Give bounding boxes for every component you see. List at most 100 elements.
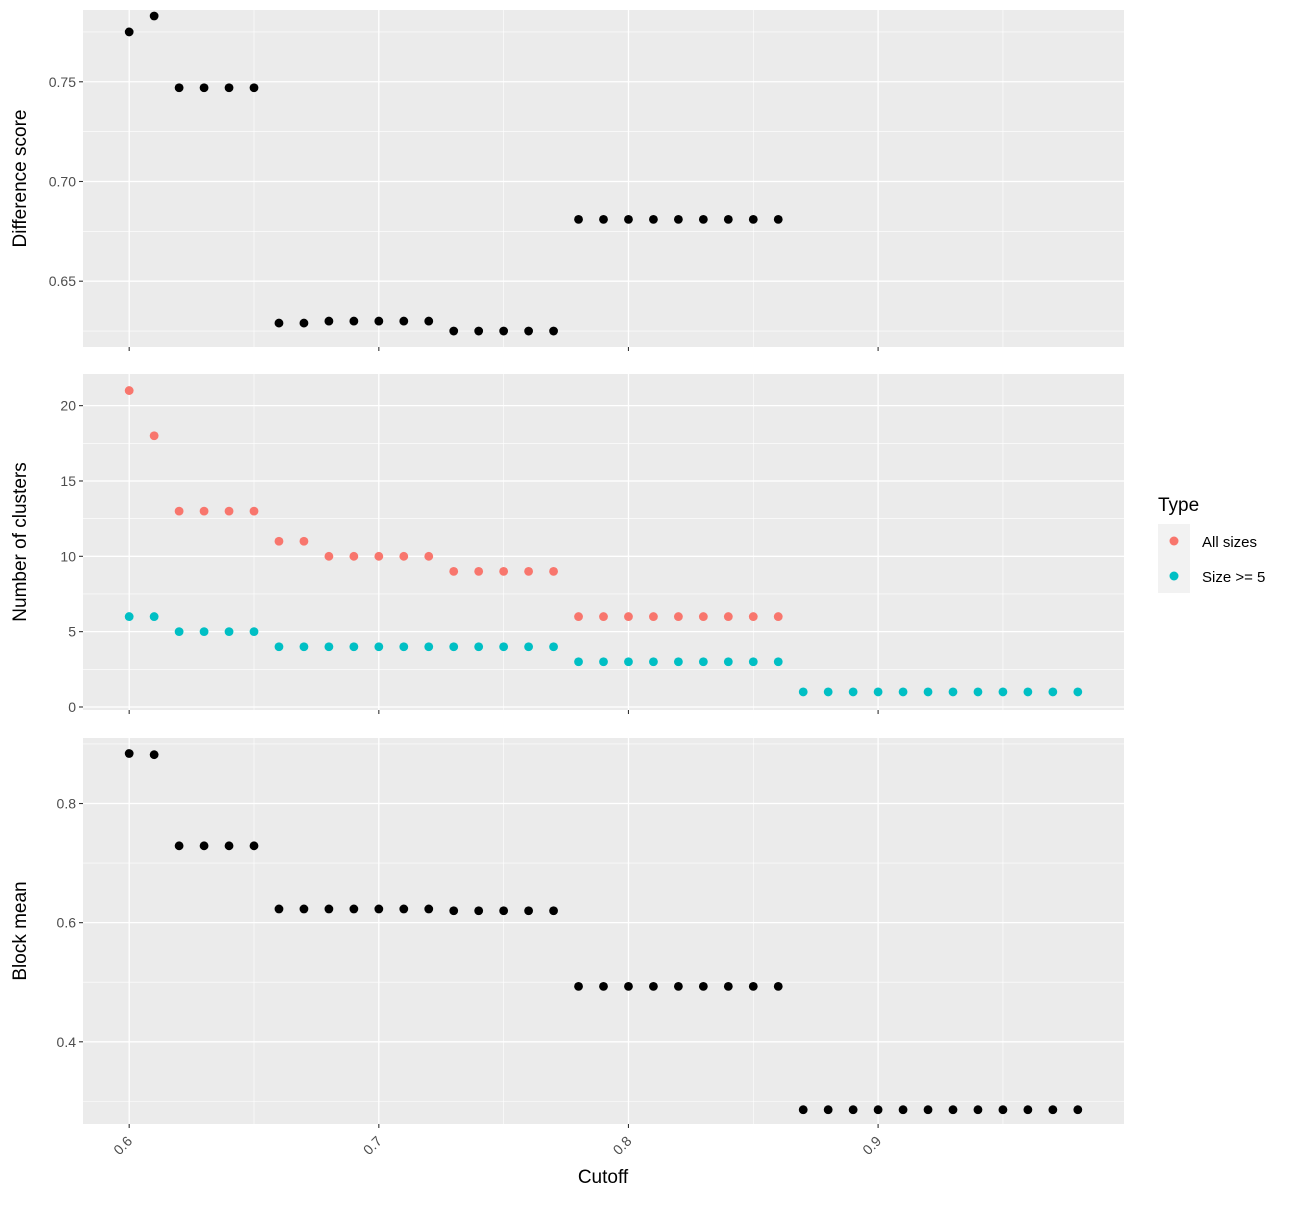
data-point [698, 657, 708, 667]
data-point [773, 214, 783, 224]
data-point [124, 27, 134, 37]
panel-background [83, 374, 1124, 710]
data-point [149, 431, 159, 441]
series-size-5 [124, 612, 1083, 697]
data-point [499, 642, 509, 652]
x-axis-title: Cutoff [578, 1167, 629, 1188]
data-point [624, 657, 633, 667]
data-point [449, 906, 459, 916]
legend-label-size-ge-5: Size >= 5 [1202, 569, 1265, 586]
data-point [499, 326, 509, 336]
data-point [848, 1105, 858, 1115]
data-point [149, 11, 159, 21]
data-point [374, 551, 384, 561]
data-point [349, 551, 359, 561]
y-tick-label: 0.4 [57, 1034, 77, 1050]
y-axis-title: Number of clusters [10, 462, 31, 621]
data-point [299, 904, 309, 914]
data-point [399, 904, 409, 914]
data-point [499, 566, 509, 576]
legend-key-background [1158, 524, 1190, 593]
data-point [624, 981, 633, 991]
data-point [249, 841, 259, 851]
data-point [624, 612, 633, 621]
data-point [798, 1105, 808, 1115]
data-point [723, 612, 733, 621]
data-point [524, 566, 534, 576]
data-point [574, 981, 583, 991]
data-point [449, 642, 459, 652]
data-point [174, 83, 184, 93]
legend-label-all-sizes: All sizes [1202, 534, 1257, 551]
y-tick-label: 0.8 [57, 796, 77, 812]
data-point [599, 214, 608, 224]
data-point [574, 214, 583, 224]
data-point [898, 1105, 908, 1115]
data-point [798, 687, 808, 697]
panel-background [83, 10, 1124, 347]
data-point [274, 318, 284, 328]
data-point [1073, 1105, 1083, 1115]
data-point [199, 83, 209, 93]
data-point [274, 642, 284, 652]
legend-key-size-ge-5 [1169, 571, 1179, 581]
data-point [474, 326, 484, 336]
data-point [599, 657, 608, 667]
data-point [599, 981, 608, 991]
y-tick-label: 0.65 [49, 273, 76, 289]
data-point [773, 657, 783, 667]
data-point [249, 83, 259, 93]
data-point [549, 566, 558, 576]
data-point [399, 551, 409, 561]
data-point [399, 316, 409, 326]
panels-layer: 0.65 0.70 0.75 Difference score 0 5 10 15 20 Numb… [10, 10, 1124, 1158]
y-axis-title: Block mean [10, 881, 31, 980]
data-point [124, 386, 134, 395]
data-point [698, 981, 708, 991]
data-point [349, 904, 359, 914]
data-point [1023, 1105, 1033, 1115]
data-point [249, 627, 259, 637]
data-point [124, 612, 134, 621]
data-point [673, 657, 683, 667]
data-point [374, 316, 384, 326]
data-point [549, 906, 558, 916]
data-point [149, 750, 159, 760]
data-point [224, 506, 234, 516]
data-point [399, 642, 409, 652]
data-point [549, 326, 558, 336]
data-point [149, 612, 159, 621]
legend: Type All sizes Size >= 5 [1158, 495, 1265, 593]
data-point [649, 981, 658, 991]
series-0 [124, 11, 783, 336]
legend-key-all-sizes [1169, 536, 1179, 546]
legend-title: Type [1158, 495, 1199, 516]
y-tick-label: 0.70 [49, 173, 76, 189]
data-point [374, 904, 384, 914]
data-point [199, 506, 209, 516]
data-point [424, 551, 434, 561]
data-point [823, 1105, 833, 1115]
data-point [199, 841, 209, 851]
data-point [673, 981, 683, 991]
data-point [249, 506, 259, 516]
data-point [449, 326, 459, 336]
data-point [224, 841, 234, 851]
y-tick-label: 10 [60, 548, 76, 564]
data-point [973, 1105, 983, 1115]
data-point [524, 326, 534, 336]
data-point [649, 214, 658, 224]
panel-background [83, 738, 1124, 1124]
data-point [923, 1105, 933, 1115]
data-point [998, 687, 1008, 697]
data-point [649, 612, 658, 621]
data-point [474, 642, 484, 652]
data-point [424, 904, 434, 914]
data-point [524, 642, 534, 652]
y-tick-label: 0.75 [49, 74, 76, 90]
data-point [574, 657, 583, 667]
y-tick-label: 15 [60, 473, 76, 489]
data-point [948, 687, 958, 697]
